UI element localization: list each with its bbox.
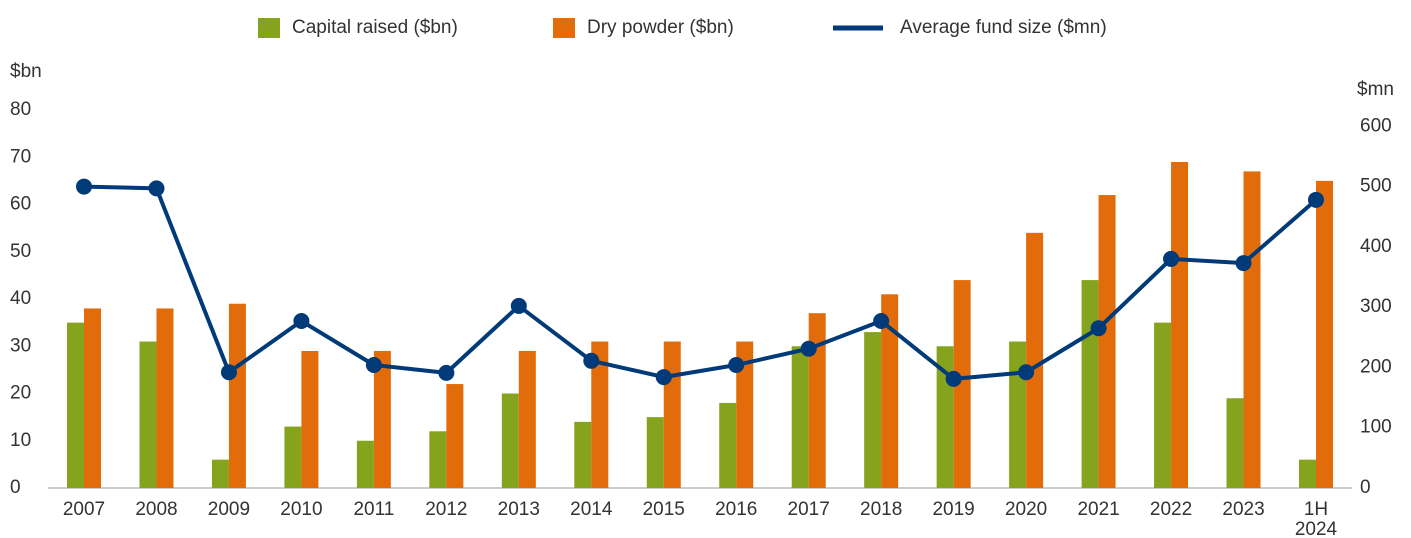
bar [1171,161,1189,488]
bar [808,313,826,488]
bar [646,417,664,488]
bar [301,350,319,488]
y-tick-label: 70 [10,146,31,167]
bar [356,440,374,488]
bar [211,459,229,488]
line-marker [438,364,455,381]
bar [719,402,737,488]
y-tick-label: 20 [10,383,31,404]
bar [429,431,447,488]
x-tick-label: 2021 [1077,499,1119,520]
line-marker [148,180,165,197]
x-tick-label: 2022 [1150,499,1192,520]
y-tick-label: 30 [10,335,31,356]
bar [228,303,246,488]
line-marker [76,178,92,195]
x-tick-label: 2009 [208,499,250,520]
bar [156,308,174,488]
bar [736,341,754,488]
y2-axis-label: $mn [1357,79,1394,100]
bar [67,322,84,488]
x-tick-label: 2020 [1005,499,1047,520]
line-marker [873,313,890,330]
bar [1009,341,1027,488]
bar [663,341,681,488]
y-tick-label: 80 [10,99,31,120]
line-marker [510,297,527,314]
line-marker [220,364,237,381]
bar [84,308,101,488]
x-tick-label: 2016 [715,499,757,520]
x-tick-label: 2012 [425,499,467,520]
line-marker [1163,250,1180,267]
line-marker [365,357,382,374]
x-tick-label: 2023 [1222,499,1264,520]
bar [284,426,302,488]
y-tick-label: 50 [10,241,31,262]
y-tick-label: 60 [10,194,31,215]
x-tick-label: 2018 [860,499,902,520]
bar [518,350,536,488]
x-tick-label: 2013 [498,499,540,520]
bar [1226,398,1244,488]
bar [446,384,464,488]
line-marker [583,352,600,369]
x-tick-label: 1H 2024 [1295,499,1338,538]
bar [373,350,391,488]
legend-key [553,18,575,38]
bar [864,332,882,488]
line-marker [293,313,310,330]
y2-tick-label: 100 [1360,417,1392,438]
bar [1298,459,1316,488]
line-marker [1307,191,1324,208]
y2-tick-label: 300 [1360,296,1392,317]
x-tick-label: 2017 [788,499,830,520]
y-tick-label: 0 [10,477,21,498]
legend-key [258,18,280,38]
bar [139,341,157,488]
legend-label: Average fund size ($mn) [900,17,1107,38]
y2-tick-label: 400 [1360,236,1392,257]
bar [591,341,609,488]
bar [1081,280,1099,488]
y-tick-label: 10 [10,430,31,451]
line-marker [655,369,672,386]
y2-tick-label: 200 [1360,356,1392,377]
bar [1098,195,1116,489]
line-marker [800,340,817,357]
bar [1154,322,1172,488]
y2-tick-label: 500 [1360,176,1392,197]
line-marker [728,357,745,374]
line-marker [1235,255,1252,272]
bar [791,346,809,488]
legend-label: Capital raised ($bn) [292,17,458,38]
line-marker [1018,364,1035,381]
x-tick-label: 2015 [643,499,685,520]
bar [953,280,971,488]
bar [1026,232,1044,488]
x-tick-label: 2011 [353,499,394,520]
line [83,184,1318,381]
bar [574,421,592,488]
legend-label: Dry powder ($bn) [587,17,734,38]
bar [1315,180,1333,488]
y-axis-label: $bn [10,61,42,82]
y2-tick-label: 600 [1360,115,1392,136]
x-tick-label: 2019 [932,499,974,520]
x-tick-label: 2010 [280,499,322,520]
x-tick-label: 2014 [570,499,613,520]
x-tick-label: 2007 [63,499,105,520]
y2-tick-label: 0 [1360,477,1371,498]
x-tick-label: 2008 [135,499,177,520]
y-tick-label: 40 [10,288,31,309]
bar [1243,171,1261,489]
line-marker [1090,320,1107,337]
line-marker [945,370,962,387]
bar [881,294,899,488]
bar [501,393,519,488]
